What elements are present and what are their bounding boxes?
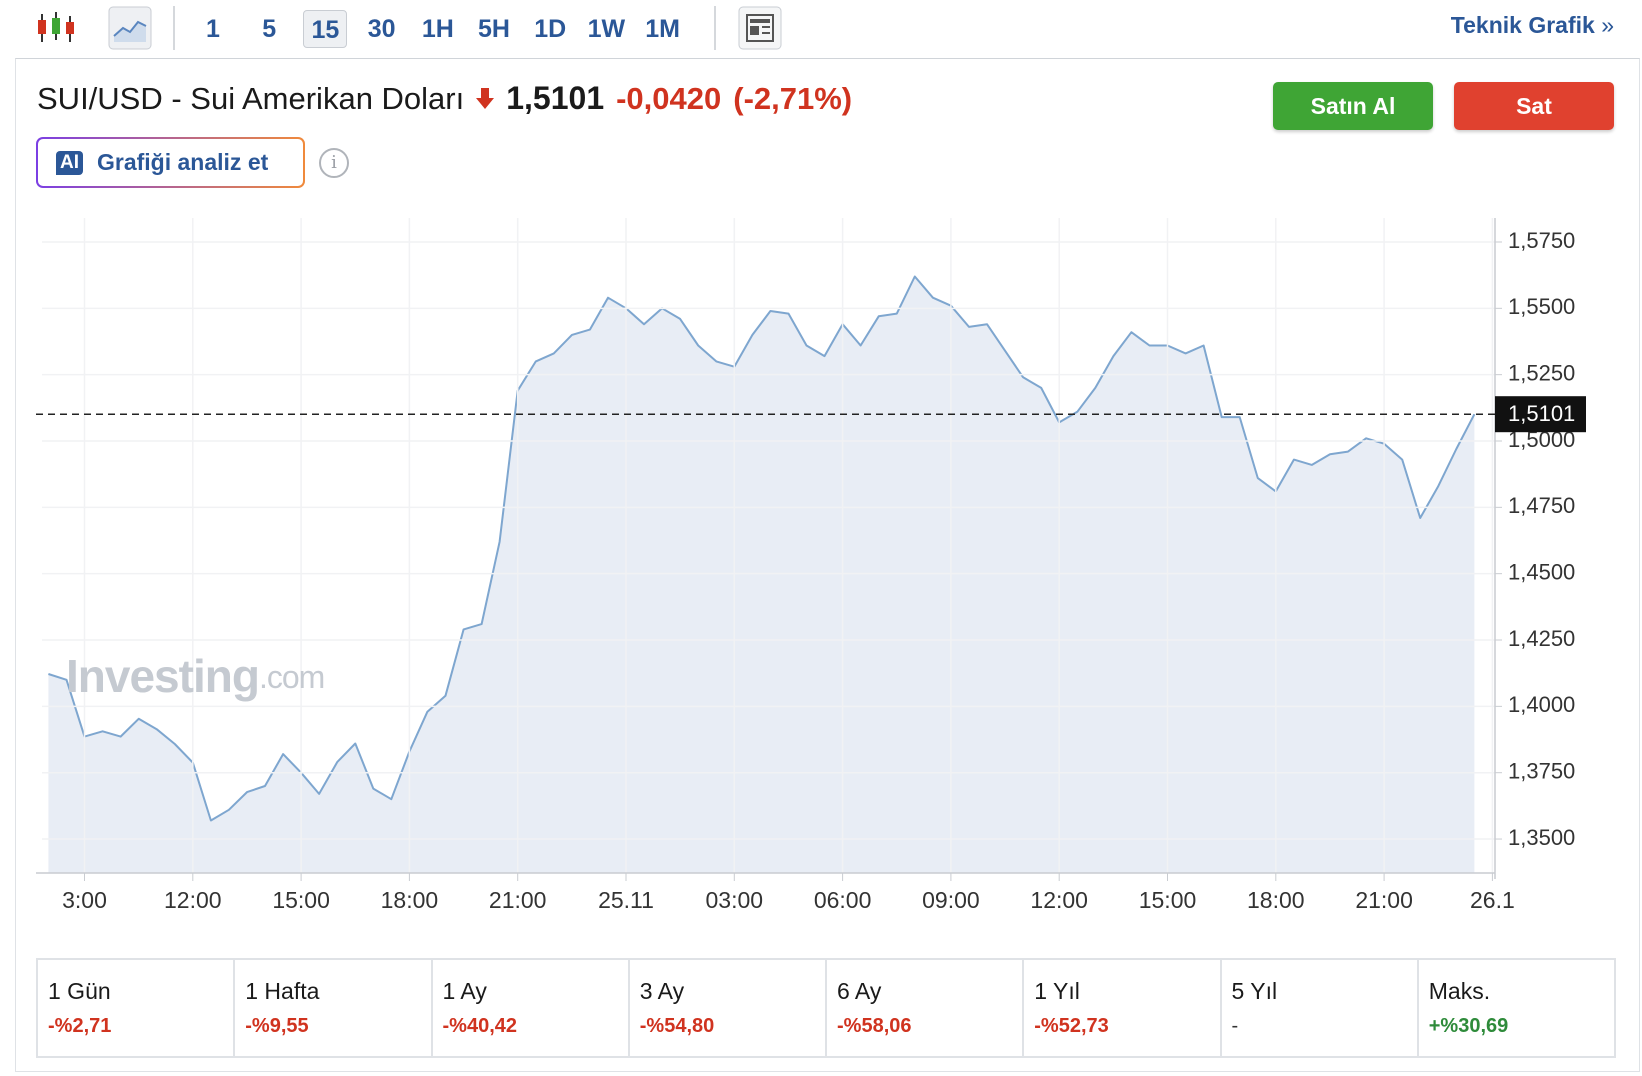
interval-button[interactable]: 1M (645, 15, 680, 43)
x-tick-label: 03:00 (706, 887, 764, 913)
performance-cell: 1 Hafta -%9,55 (233, 960, 430, 1056)
toolbar: 1 5 15 30 1H 5H 1D 1W 1M Teknik Grafik » (0, 0, 1642, 58)
link-text: Teknik Grafik (1450, 12, 1595, 38)
period-label: 1 Yıl (1034, 978, 1080, 1004)
y-tick-label: 1,5750 (1508, 228, 1575, 253)
period-change: +%30,69 (1428, 1015, 1509, 1037)
sell-button[interactable]: Sat (1454, 82, 1614, 130)
plot-area (48, 275, 1476, 873)
period-label: 1 Hafta (245, 978, 320, 1004)
buy-button[interactable]: Satın Al (1273, 82, 1433, 130)
x-tick-label: 25.11 (598, 887, 654, 913)
y-tick-label: 1,4500 (1508, 559, 1575, 584)
x-tick-label: 18:00 (1247, 887, 1305, 913)
ai-badge: AI (56, 150, 83, 175)
y-tick-label: 1,5250 (1508, 360, 1575, 385)
chart: 1,35001,37501,40001,42501,45001,47501,50… (36, 218, 1586, 913)
x-tick-label: 15:00 (272, 887, 330, 913)
period-label: 6 Ay (837, 978, 882, 1004)
interval-button[interactable]: 30 (367, 15, 396, 43)
interval-button[interactable]: 1W (587, 15, 626, 43)
analyze-button[interactable]: AI Grafiği analiz et (36, 137, 305, 188)
x-tick-label: 12:00 (1030, 887, 1088, 913)
technical-chart-link[interactable]: Teknik Grafik » (1451, 12, 1614, 39)
y-tick-label: 1,5500 (1508, 294, 1575, 319)
period-change: -%52,73 (1034, 1015, 1109, 1037)
chevron-icon: » (1601, 12, 1614, 38)
performance-cell: Maks. +%30,69 (1416, 960, 1614, 1056)
watermark-brand: Investing (66, 650, 259, 702)
price-change: -0,0420 (616, 81, 722, 116)
x-tick-label: 18:00 (381, 887, 439, 913)
period-label: Maks. (1428, 978, 1491, 1004)
quote-header: SUI/USD - Sui Amerikan Doları 1,5101 -0,… (37, 80, 852, 117)
interval-button[interactable]: 1 (206, 15, 220, 43)
separator (714, 6, 716, 50)
period-change: - (1231, 1015, 1239, 1037)
x-tick-label: 15:00 (1139, 887, 1197, 913)
x-tick-label: 09:00 (922, 887, 980, 913)
current-price-label: 1,5101 (1508, 401, 1575, 426)
performance-cell: 3 Ay -%54,80 (627, 960, 825, 1056)
period-label: 3 Ay (639, 978, 685, 1004)
x-tick-label: 21:00 (489, 887, 547, 913)
period-change: -%9,55 (245, 1015, 309, 1037)
news-icon[interactable] (738, 6, 782, 50)
period-change: -%58,06 (837, 1015, 912, 1037)
period-label: 5 Yıl (1231, 978, 1278, 1004)
period-label: 1 Ay (442, 978, 487, 1004)
price-line (48, 275, 1476, 822)
watermark-suffix: .com (259, 659, 324, 695)
area-fill (48, 276, 1475, 873)
performance-cell: 5 Yıl - (1219, 960, 1417, 1056)
separator (173, 6, 175, 50)
y-tick-label: 1,4250 (1508, 626, 1575, 651)
widget-frame (15, 58, 1640, 1072)
y-tick-label: 1,4000 (1508, 692, 1575, 717)
x-tick-label: 06:00 (814, 887, 872, 913)
down-arrow (476, 87, 495, 109)
interval-button[interactable]: 15 (303, 10, 348, 48)
performance-cell: 1 Ay -%40,42 (430, 960, 628, 1056)
y-tick-label: 1,3500 (1508, 825, 1575, 850)
x-tick-label: 3:00 (62, 887, 107, 913)
x-tick-label: 12:00 (164, 887, 222, 913)
period-change: -%40,42 (442, 1015, 518, 1037)
symbol-title: SUI/USD - Sui Amerikan Doları (37, 81, 465, 116)
x-tick-label: 26.1 (1470, 887, 1515, 913)
x-tick-label: 21:00 (1355, 887, 1413, 913)
price: 1,5101 (506, 80, 605, 116)
watermark: Investing.com (66, 650, 324, 702)
performance-table: 1 Gün -%2,71 1 Hafta -%9,55 1 Ay -%40,42 3 Ay -… (36, 958, 1616, 1058)
performance-cell: 1 Yıl -%52,73 (1022, 960, 1219, 1056)
interval-button[interactable]: 5 (262, 15, 277, 43)
interval-button[interactable]: 1H (421, 15, 454, 43)
y-tick-label: 1,3750 (1508, 759, 1575, 784)
candlestick-icon[interactable] (36, 8, 76, 48)
price-change-percent: (-2,71%) (733, 81, 853, 116)
current-price-tag (1495, 396, 1586, 433)
performance-cell: 1 Gün -%2,71 (38, 960, 233, 1056)
period-change: -%54,80 (639, 1015, 715, 1037)
performance-cell: 6 Ay -%58,06 (825, 960, 1022, 1056)
period-label: 1 Gün (48, 978, 111, 1004)
interval-button[interactable]: 5H (478, 15, 510, 43)
analyze-label: Grafiği analiz et (97, 149, 269, 175)
line-chart-icon[interactable] (108, 6, 152, 50)
interval-button[interactable]: 1D (534, 15, 567, 43)
y-tick-label: 1,4750 (1508, 493, 1575, 518)
info-icon[interactable]: i (319, 148, 349, 178)
period-change: -%2,71 (48, 1015, 112, 1037)
